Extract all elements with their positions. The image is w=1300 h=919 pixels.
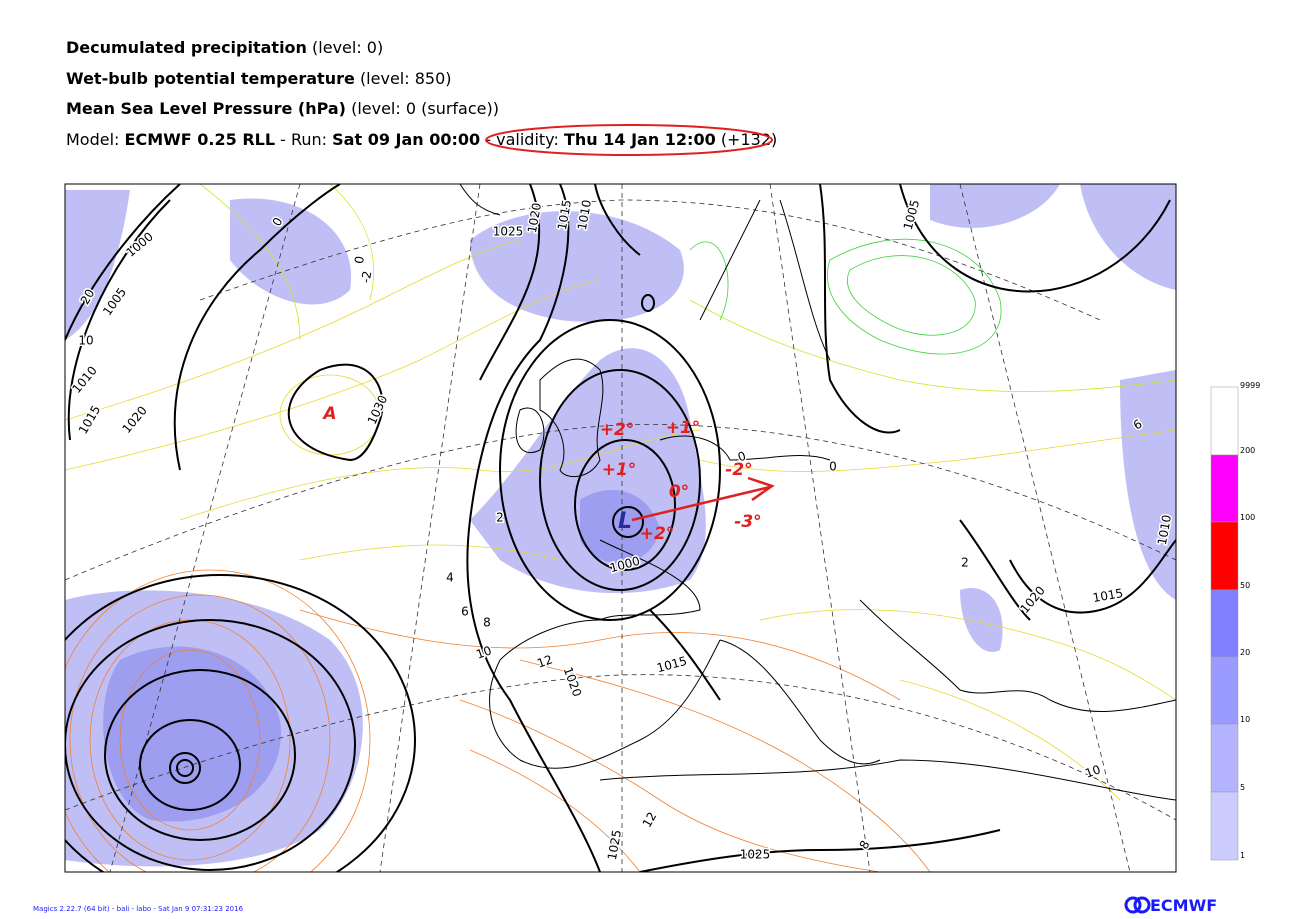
logo-mark <box>1124 896 1142 914</box>
field-level: (level: 0 (surface)) <box>351 99 499 118</box>
contour-label: -2 <box>359 270 375 284</box>
validity: Thu 14 Jan 12:00 <box>564 130 716 149</box>
colorbar-label: 9999 <box>1240 381 1260 390</box>
annotation: -2° <box>725 460 752 480</box>
colorbar: 9999 200 100 50 20 10 5 1 <box>1210 381 1260 861</box>
field-name: Wet-bulb potential temperature <box>66 69 355 88</box>
colorbar-label: 200 <box>1240 446 1255 455</box>
map-frame <box>64 183 1177 873</box>
colorbar-swatch <box>1210 454 1239 523</box>
credit: Magics 2.22.7 (64 bit) - bali - labo - S… <box>33 905 244 913</box>
contour-label: 1015 <box>555 199 574 232</box>
colorbar-swatch <box>1210 656 1239 725</box>
movement-arrow <box>631 476 775 522</box>
colorbar-label: 1 <box>1240 851 1245 860</box>
contour-label: 1010 <box>575 199 594 232</box>
contour-label: 1020 <box>525 202 544 235</box>
colorbar-label: 5 <box>1240 783 1245 792</box>
isobars <box>65 184 1176 872</box>
annotation: +1° <box>602 460 637 480</box>
title-line: Decumulated precipitation (level: 0) <box>66 38 383 57</box>
contour-label: 1010 <box>1155 514 1174 547</box>
annotation: L <box>618 509 632 534</box>
annotation: A <box>321 404 336 424</box>
annotation: +2° <box>600 420 635 440</box>
contour-label: 8 <box>483 616 491 630</box>
contour-label: 6 <box>461 605 469 619</box>
colorbar-swatch <box>1210 791 1239 861</box>
model: ECMWF 0.25 RLL <box>125 130 276 149</box>
isotherms <box>65 184 1176 872</box>
run: Sat 09 Jan 00:00 <box>332 130 480 149</box>
logo: ECMWF <box>1124 896 1217 915</box>
title-line: Wet-bulb potential temperature (level: 8… <box>66 69 451 88</box>
field-name: Decumulated precipitation <box>66 38 307 57</box>
label: - <box>485 130 491 149</box>
contour-label: 4 <box>446 571 454 585</box>
contour-label: 1015 <box>1092 586 1125 605</box>
field-level: (level: 850) <box>360 69 452 88</box>
model-line: Model: ECMWF 0.25 RLL - Run: Sat 09 Jan … <box>66 130 777 149</box>
contour-label: 2 <box>496 511 504 525</box>
colorbar-swatch <box>1210 589 1239 658</box>
logo-mark <box>1133 896 1151 914</box>
label: validity: <box>496 130 559 149</box>
contour-label: 10 <box>78 334 93 348</box>
contour-label: 10 <box>1083 762 1102 780</box>
field-level: (level: 0) <box>312 38 383 57</box>
colorbar-label: 10 <box>1240 715 1250 724</box>
colorbar-label: 100 <box>1240 513 1255 522</box>
field-name: Mean Sea Level Pressure (hPa) <box>66 99 346 118</box>
annotation: +1° <box>666 418 701 438</box>
title-line: Mean Sea Level Pressure (hPa) (level: 0 … <box>66 99 499 118</box>
contour-label: 12 <box>535 652 554 670</box>
highlight-ellipse <box>485 124 773 156</box>
annotation: 0° <box>669 482 689 502</box>
contour-label: 10 <box>474 643 493 661</box>
contour-label: 1025 <box>605 829 624 862</box>
graticule <box>65 184 1176 872</box>
contour-label: 1025 <box>740 848 771 862</box>
label: Model: <box>66 130 119 149</box>
annotation: -3° <box>734 512 761 532</box>
precipitation-heavy <box>103 490 660 822</box>
contour-label: 0 <box>829 460 837 474</box>
coastlines <box>459 184 1176 801</box>
colorbar-label: 50 <box>1240 581 1250 590</box>
colorbar-swatch <box>1210 521 1239 591</box>
annotations: A L +2° +1° +1° 0° -2° -3° +2° <box>321 404 761 544</box>
label: - Run: <box>280 130 327 149</box>
annotation: +2° <box>640 524 675 544</box>
contour-label: 2 <box>961 556 969 570</box>
colorbar-swatch <box>1210 386 1239 456</box>
contour-label: 1025 <box>493 225 524 239</box>
header: Decumulated precipitation (level: 0) Wet… <box>66 38 777 156</box>
colorbar-label: 20 <box>1240 648 1250 657</box>
logo-text: ECMWF <box>1150 896 1217 915</box>
colorbar-swatch <box>1210 723 1239 793</box>
